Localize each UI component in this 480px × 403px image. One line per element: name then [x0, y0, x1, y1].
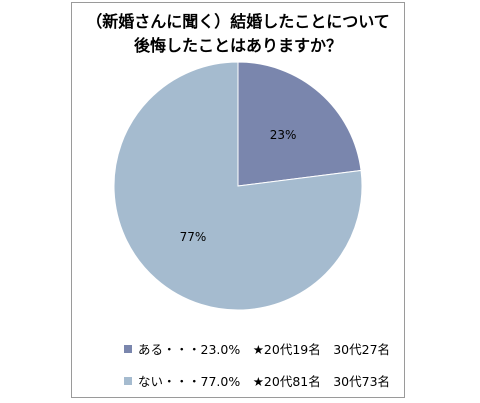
legend-item-aru: ある・・・23.0% ★20代19名 30代27名: [124, 339, 390, 358]
pie-slice-nai: [113, 61, 363, 311]
legend-swatch-aru: [124, 344, 132, 353]
legend-label-aru: ある・・・23.0% ★20代19名 30代27名: [138, 342, 391, 357]
pie-label-nai: 77%: [180, 230, 207, 244]
pie-label-aru: 23%: [270, 128, 297, 142]
chart-title-line-1: （新婚さんに聞く）結婚したことについて: [86, 12, 390, 31]
pie-slice-aru: [237, 61, 362, 187]
chart-title-line-2: 後悔したことはありますか？: [133, 36, 342, 55]
legend-label-nai: ない・・・77.0% ★20代81名 30代73名: [138, 374, 391, 389]
chart-title: （新婚さんに聞く）結婚したことについて 後悔したことはありますか？: [71, 10, 405, 58]
legend-item-nai: ない・・・77.0% ★20代81名 30代73名: [124, 371, 390, 390]
legend-swatch-nai: [124, 376, 132, 385]
